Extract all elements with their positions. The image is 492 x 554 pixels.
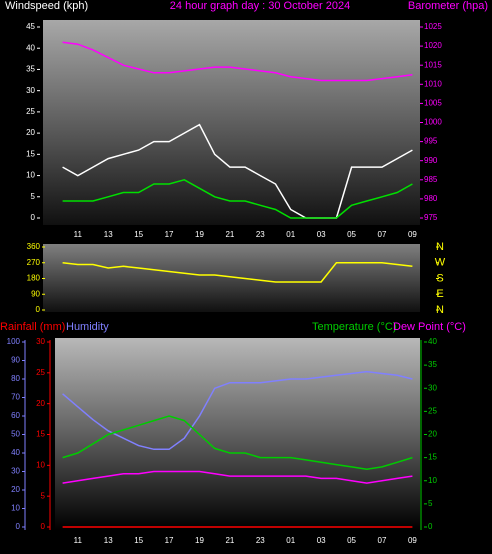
y2-tick-label: 1025: [424, 22, 442, 31]
x-tick-label: 09: [408, 230, 417, 239]
y3-tick-label: 90: [11, 356, 20, 365]
x-tick-label: 23: [256, 536, 265, 545]
y2-tick-label: 30: [428, 383, 437, 392]
y3-tick-label: 40: [11, 448, 20, 457]
y2-tick-label: 1010: [424, 79, 442, 88]
y2-tick-label: 1020: [424, 41, 442, 50]
plot-bg: [43, 244, 420, 312]
y-tick-label: 20: [36, 399, 45, 408]
y2-tick-label: 975: [424, 213, 438, 222]
x-tick-label: 07: [378, 536, 387, 545]
y-tick-label: 360: [27, 242, 41, 251]
y2-tick-label: S: [436, 272, 443, 284]
y-tick-label: 0: [36, 305, 41, 314]
y-tick-label: 25: [26, 107, 35, 116]
x-tick-label: 09: [408, 536, 417, 545]
y-tick-label: 30: [36, 337, 45, 346]
y3-tick-label: 0: [16, 522, 21, 531]
legend-label: Dew Point (°C): [393, 321, 466, 333]
x-tick-label: 23: [256, 230, 265, 239]
y-tick-label: 270: [27, 258, 41, 267]
y-tick-label: 30: [26, 86, 35, 95]
x-tick-label: 17: [165, 230, 174, 239]
plot-bg: [43, 20, 420, 225]
y-tick-label: 20: [26, 128, 35, 137]
x-tick-label: 15: [134, 230, 143, 239]
series-line: [62, 178, 413, 219]
y2-tick-label: W: [435, 257, 446, 269]
chart-title: 24 hour graph day : 30 October 2024: [170, 0, 350, 12]
x-tick-label: 19: [195, 536, 204, 545]
x-tick-label: 21: [225, 536, 234, 545]
y2-tick-label: E: [436, 288, 443, 300]
y2-tick-label: 1005: [424, 99, 442, 108]
y3-tick-label: 60: [11, 411, 20, 420]
y-tick-label: 45: [26, 22, 35, 31]
series-line: [62, 470, 413, 484]
x-tick-label: 03: [317, 536, 326, 545]
y-tick-label: 35: [26, 65, 35, 74]
legend-label: Rainfall (mm): [0, 321, 65, 333]
y2-tick-label: 25: [428, 406, 437, 415]
y2-tick-label: 35: [428, 360, 437, 369]
y-tick-label: 0: [41, 522, 46, 531]
y-tick-label: 25: [36, 368, 45, 377]
series-line: [62, 415, 413, 470]
y-tick-label: 5: [41, 491, 46, 500]
y2-tick-label: 1000: [424, 118, 442, 127]
y3-tick-label: 80: [11, 374, 20, 383]
y-tick-label: 15: [26, 149, 35, 158]
y2-tick-label: 980: [424, 194, 438, 203]
x-tick-label: 11: [74, 230, 83, 239]
y3-tick-label: 50: [11, 430, 20, 439]
y-axis-label: Windspeed (kph): [5, 0, 88, 12]
y2-tick-label: 10: [428, 476, 437, 485]
y2-tick-label: 1015: [424, 60, 442, 69]
y2-axis-label: Barometer (hpa): [408, 0, 488, 12]
y2-tick-label: 5: [428, 499, 433, 508]
x-tick-label: 03: [317, 230, 326, 239]
series-line: [62, 123, 413, 219]
y2-tick-label: 0: [428, 522, 433, 531]
y2-tick-label: 15: [428, 453, 437, 462]
y2-tick-label: 990: [424, 156, 438, 165]
x-tick-label: 05: [347, 230, 356, 239]
legend-label: Temperature (°C): [312, 321, 396, 333]
x-tick-label: 13: [104, 536, 113, 545]
y-tick-label: 180: [27, 274, 41, 283]
x-tick-label: 05: [347, 536, 356, 545]
y-tick-label: 10: [26, 171, 35, 180]
x-tick-label: 15: [134, 536, 143, 545]
series-line: [62, 262, 413, 283]
series-line: [62, 370, 413, 451]
y3-tick-label: 30: [11, 467, 20, 476]
y-tick-label: 10: [36, 460, 45, 469]
y3-tick-label: 10: [11, 504, 20, 513]
x-tick-label: 17: [165, 536, 174, 545]
y3-tick-label: 20: [11, 485, 20, 494]
x-tick-label: 01: [286, 536, 295, 545]
y-tick-label: 5: [31, 192, 36, 201]
y2-tick-label: 40: [428, 337, 437, 346]
y3-tick-label: 100: [7, 337, 21, 346]
x-tick-label: 21: [225, 230, 234, 239]
y2-tick-label: 985: [424, 175, 438, 184]
legend-label: Humidity: [66, 321, 109, 333]
y2-tick-label: N: [436, 304, 444, 316]
y3-tick-label: 70: [11, 393, 20, 402]
x-tick-label: 07: [378, 230, 387, 239]
x-tick-label: 01: [286, 230, 295, 239]
y2-tick-label: 20: [428, 430, 437, 439]
y-tick-label: 40: [26, 43, 35, 52]
y-tick-label: 15: [36, 430, 45, 439]
series-line: [62, 41, 413, 82]
y-tick-label: 0: [31, 213, 36, 222]
x-tick-label: 13: [104, 230, 113, 239]
y2-tick-label: N: [436, 241, 444, 253]
x-tick-label: 11: [74, 536, 83, 545]
y-tick-label: 90: [31, 289, 40, 298]
y2-tick-label: 995: [424, 137, 438, 146]
x-tick-label: 19: [195, 230, 204, 239]
